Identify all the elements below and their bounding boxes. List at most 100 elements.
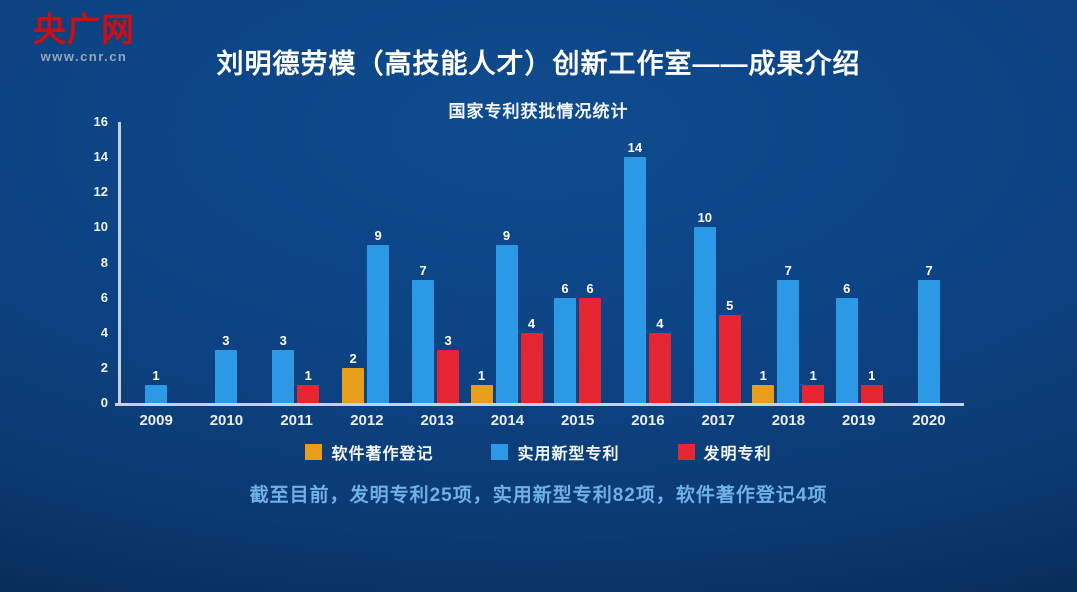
bar-group-2017: 10 5 [682, 122, 752, 403]
x-tick-label-2013: 2013 [420, 412, 454, 429]
legend-item: 发明专利 [677, 440, 772, 464]
bar-发明专利-2016 [648, 332, 671, 403]
bar-value-label: 1 [809, 368, 817, 384]
bar-软件著作登记-2012 [342, 367, 365, 403]
bar-实用新型专利-2009 [144, 385, 167, 403]
y-tick-label: 2 [100, 359, 108, 375]
bar-wrap: 9 [495, 227, 518, 403]
cnr-logo-url: www.cnr.cn [40, 49, 128, 65]
bar-value-label: 1 [477, 368, 486, 384]
x-axis-line [115, 403, 964, 406]
y-tick-label: 4 [100, 324, 108, 340]
bar-group-2020: 7 [894, 122, 964, 403]
legend-label: 发明专利 [703, 446, 772, 463]
bar-wrap: 2 [342, 350, 365, 403]
legend-item: 软件著作登记 [305, 440, 433, 464]
y-axis-labels: 0 2 4 6 8 10 12 14 16 [62, 114, 108, 410]
y-tick-label: 6 [100, 289, 108, 305]
bar-wrap: 14 [623, 140, 646, 403]
bar-发明专利-2014 [520, 332, 543, 403]
bar-wrap: 7 [777, 263, 800, 403]
bar-发明专利-2017 [718, 315, 741, 403]
bar-软件著作登记-2018 [752, 385, 775, 403]
bar-value-label: 7 [925, 263, 933, 279]
bar-value-label: 6 [843, 280, 851, 296]
bar-实用新型专利-2013 [412, 280, 435, 403]
y-tick-label: 10 [93, 219, 108, 235]
bar-value-label: 3 [222, 333, 230, 349]
legend: 软件著作登记 实用新型专利 发明专利 [0, 440, 1077, 464]
bar-value-label: 1 [868, 368, 876, 384]
bar-value-label: 9 [502, 227, 511, 243]
legend-label: 实用新型专利 [517, 446, 620, 463]
bar-实用新型专利-2019 [835, 297, 858, 403]
legend-swatch-icon [677, 444, 695, 460]
bar-group-2016: 14 4 [612, 122, 682, 403]
bar-wrap: 1 [470, 368, 493, 403]
y-axis-line [118, 122, 121, 406]
bar-发明专利-2013 [437, 350, 460, 403]
bar-发明专利-2011 [297, 385, 320, 403]
x-tick-label-2017: 2017 [701, 412, 735, 429]
bar-wrap: 6 [578, 281, 601, 403]
bar-wrap: 6 [553, 280, 576, 403]
bar-group-2018: 1 7 1 [752, 122, 825, 403]
bar-value-label: 7 [784, 263, 792, 279]
y-tick-label: 8 [100, 254, 108, 270]
y-tick-label: 14 [93, 149, 108, 165]
bar-value-label: 1 [304, 368, 312, 384]
bar-value-label: 6 [561, 280, 569, 296]
bar-wrap: 1 [144, 368, 167, 403]
bar-wrap: 5 [718, 298, 741, 403]
bar-wrap: 1 [752, 368, 775, 403]
plot-area: 1 3 3 1 2 9 7 3 1 9 4 6 6 14 4 10 5 1 7 1 6 1 7 [121, 122, 964, 403]
bar-实用新型专利-2016 [623, 157, 646, 403]
bar-实用新型专利-2011 [272, 350, 295, 403]
bar-wrap: 3 [214, 333, 237, 403]
bar-group-2014: 1 9 4 [470, 122, 543, 403]
bar-软件著作登记-2014 [470, 385, 493, 403]
bar-wrap: 1 [802, 368, 825, 403]
bar-实用新型专利-2010 [214, 350, 237, 403]
summary-text: 截至目前，发明专利25项，实用新型专利82项，软件著作登记4项 [249, 485, 828, 506]
bar-value-label: 4 [527, 315, 536, 331]
bar-实用新型专利-2018 [777, 280, 800, 403]
bar-发明专利-2019 [860, 385, 883, 403]
bar-wrap: 10 [693, 210, 716, 403]
bar-发明专利-2018 [802, 385, 825, 403]
x-tick-label-2020: 2020 [912, 412, 946, 429]
page-title: 刘明德劳模（高技能人才）创新工作室——成果介绍 [216, 49, 861, 79]
bar-value-label: 2 [349, 350, 357, 366]
bar-实用新型专利-2020 [918, 280, 941, 403]
bar-value-label: 1 [152, 368, 160, 384]
x-tick-label-2016: 2016 [631, 412, 665, 429]
bar-value-label: 9 [374, 227, 382, 243]
bar-value-label: 5 [726, 298, 734, 314]
bar-value-label: 10 [697, 210, 713, 226]
y-tick-label: 0 [100, 395, 108, 410]
legend-swatch-icon [305, 444, 323, 460]
legend-swatch-icon [491, 444, 509, 460]
cnr-logo: 央广网 www.cnr.cn [24, 11, 144, 65]
bar-wrap: 3 [272, 333, 295, 403]
x-tick-label-2018: 2018 [771, 412, 806, 429]
bar-实用新型专利-2017 [693, 227, 716, 403]
bar-实用新型专利-2014 [495, 244, 518, 403]
bar-wrap: 7 [412, 263, 435, 403]
bar-wrap: 1 [297, 368, 320, 403]
x-tick-label-2015: 2015 [560, 412, 595, 429]
bar-value-label: 4 [656, 315, 664, 331]
bar-wrap: 9 [367, 227, 390, 403]
chart-title: 国家专利获批情况统计 [448, 102, 629, 121]
bar-实用新型专利-2015 [553, 297, 576, 403]
bar-group-2009: 1 [121, 122, 191, 403]
bar-wrap: 3 [437, 333, 460, 403]
x-tick-label-2014: 2014 [490, 412, 525, 429]
x-tick-label-2009: 2009 [139, 412, 173, 429]
bar-发明专利-2015 [578, 297, 601, 403]
bar-value-label: 3 [279, 333, 287, 349]
